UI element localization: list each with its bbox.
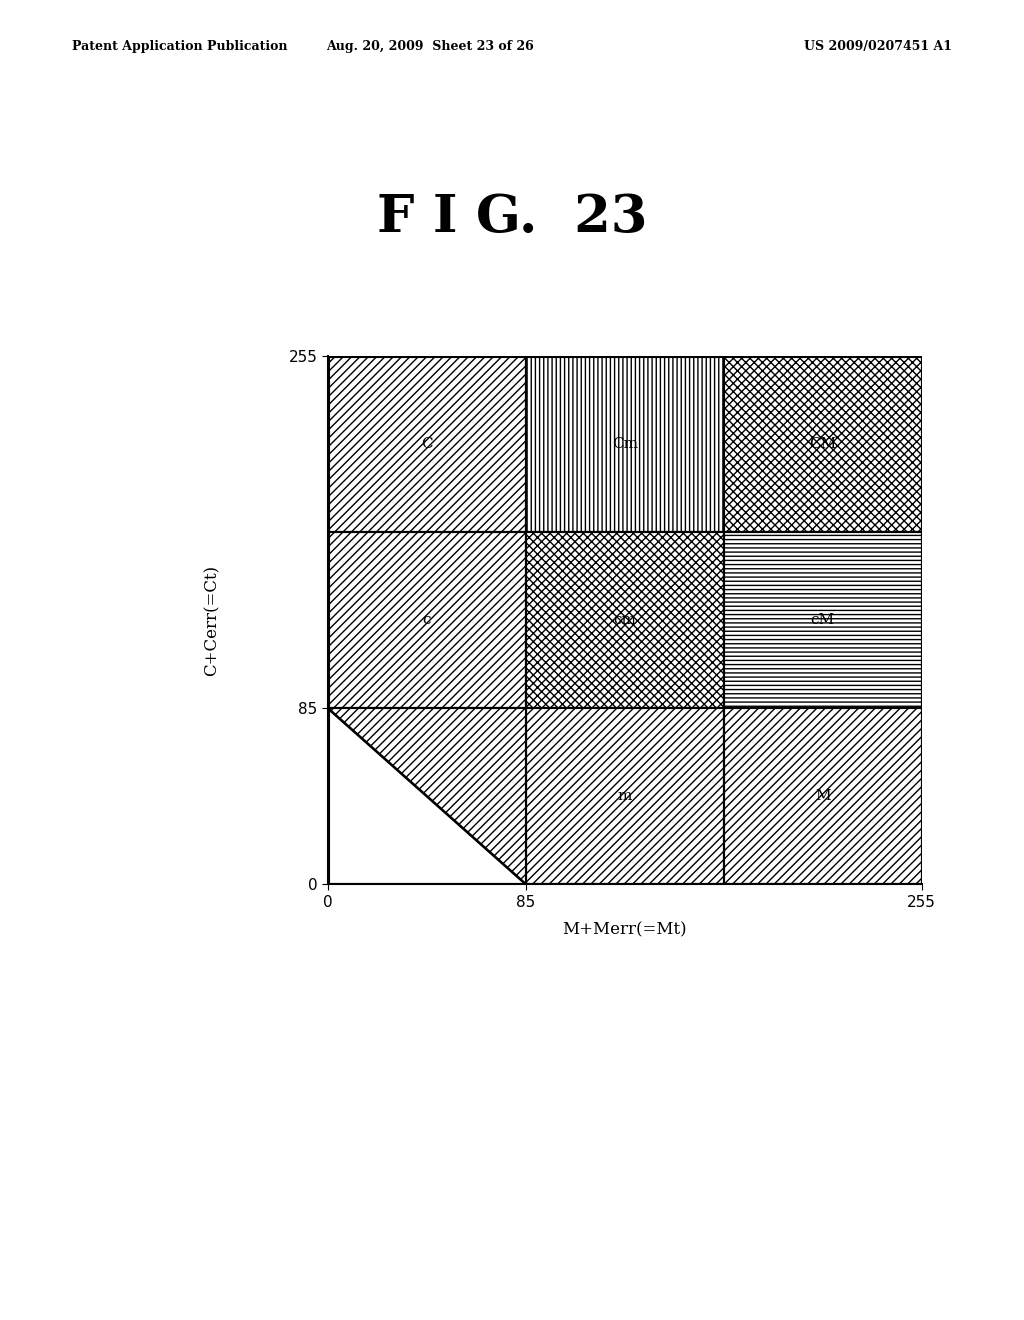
Text: Cm: Cm [611, 437, 638, 451]
Polygon shape [328, 709, 525, 884]
Polygon shape [328, 709, 525, 884]
Bar [328, 356, 525, 532]
Bar [525, 356, 724, 532]
Text: F I G.  23: F I G. 23 [377, 193, 647, 243]
Text: cm: cm [613, 614, 636, 627]
Y-axis label: C+Cerr(=Ct): C+Cerr(=Ct) [204, 565, 221, 676]
Text: M: M [815, 789, 830, 804]
Text: m: m [617, 789, 632, 804]
Bar [525, 709, 724, 884]
Text: C: C [421, 437, 432, 451]
Bar [328, 532, 525, 709]
Text: cM: cM [811, 614, 835, 627]
Text: Aug. 20, 2009  Sheet 23 of 26: Aug. 20, 2009 Sheet 23 of 26 [327, 40, 534, 53]
Text: CM: CM [809, 437, 837, 451]
Text: Patent Application Publication: Patent Application Publication [72, 40, 287, 53]
Bar [724, 709, 922, 884]
Bar [724, 356, 922, 532]
Bar [525, 532, 724, 709]
X-axis label: M+Merr(=Mt): M+Merr(=Mt) [562, 921, 687, 939]
Bar [724, 532, 922, 709]
Text: c: c [423, 614, 431, 627]
Text: US 2009/0207451 A1: US 2009/0207451 A1 [804, 40, 952, 53]
